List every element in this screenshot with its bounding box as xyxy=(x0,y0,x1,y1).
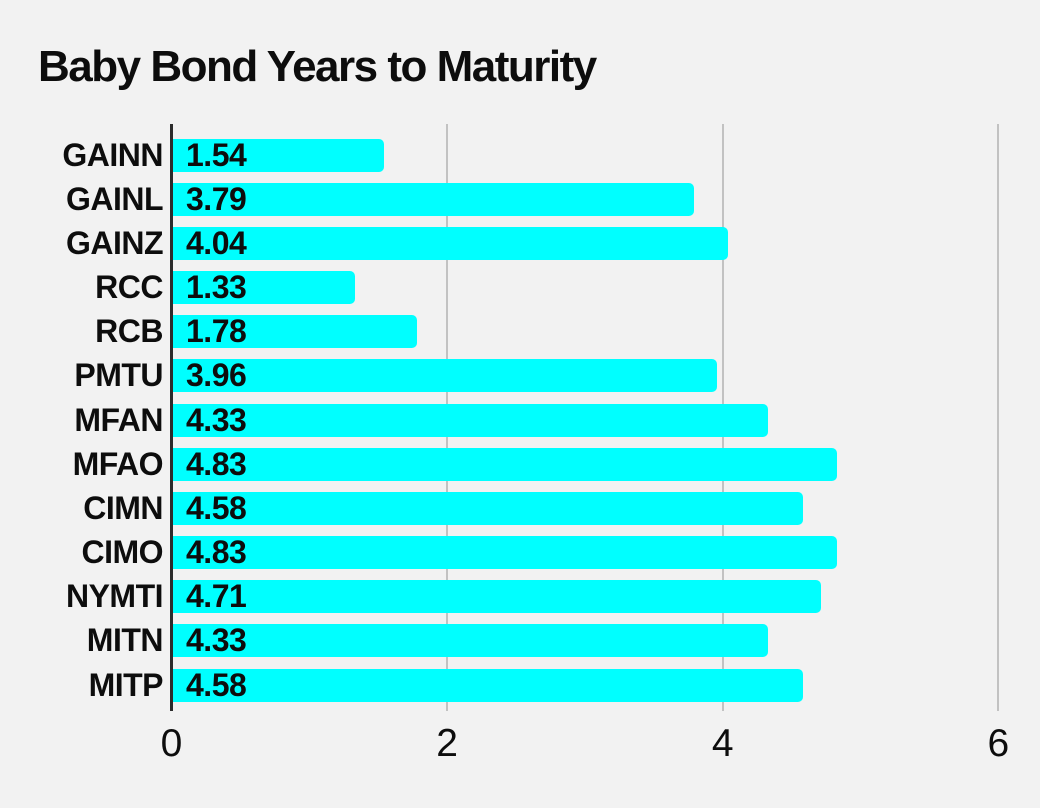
category-label: MFAN xyxy=(74,401,163,438)
value-label: 1.54 xyxy=(186,136,247,173)
category-label: RCC xyxy=(95,269,163,306)
value-label: 4.33 xyxy=(186,622,247,659)
value-label: 3.96 xyxy=(186,357,247,394)
bar xyxy=(173,491,803,525)
value-label: 4.58 xyxy=(186,666,247,703)
bar xyxy=(173,138,384,172)
x-axis-tick-label: 2 xyxy=(436,722,458,765)
value-label: 4.04 xyxy=(186,225,247,261)
category-label: MITP xyxy=(88,666,164,703)
bar xyxy=(173,447,838,481)
bar xyxy=(173,668,803,702)
bar xyxy=(173,315,417,349)
gridline-x-6 xyxy=(997,124,1000,711)
category-label: MFAO xyxy=(72,445,164,482)
bar xyxy=(173,271,355,305)
bar xyxy=(173,227,729,260)
value-label: 4.71 xyxy=(186,578,247,615)
bar xyxy=(173,182,694,216)
category-label: RCB xyxy=(95,313,163,350)
x-axis-tick-label: 0 xyxy=(160,722,183,765)
value-label: 4.83 xyxy=(186,445,247,482)
category-label: CIMN xyxy=(83,489,163,526)
category-label: GAINZ xyxy=(65,225,164,261)
y-axis-line xyxy=(170,124,173,711)
x-axis-tick-label: 6 xyxy=(987,722,1010,765)
category-label: GAINN xyxy=(62,136,163,173)
value-label: 1.33 xyxy=(186,269,247,306)
chart-title: Baby Bond Years to Maturity xyxy=(38,42,597,91)
value-label: 1.78 xyxy=(186,313,247,350)
category-label: PMTU xyxy=(74,357,163,394)
category-label: CIMO xyxy=(81,534,163,571)
category-label: MITN xyxy=(86,622,164,659)
bar xyxy=(173,536,838,570)
x-axis-tick-label: 4 xyxy=(711,722,734,765)
value-label: 3.79 xyxy=(186,180,247,217)
bar xyxy=(173,624,769,658)
bar xyxy=(173,403,769,437)
category-label: GAINL xyxy=(65,180,164,217)
bar xyxy=(173,580,821,614)
value-label: 4.33 xyxy=(186,401,247,438)
category-label: NYMTI xyxy=(65,578,164,615)
value-label: 4.58 xyxy=(186,489,247,526)
bar xyxy=(173,359,718,393)
value-label: 4.83 xyxy=(186,534,247,571)
